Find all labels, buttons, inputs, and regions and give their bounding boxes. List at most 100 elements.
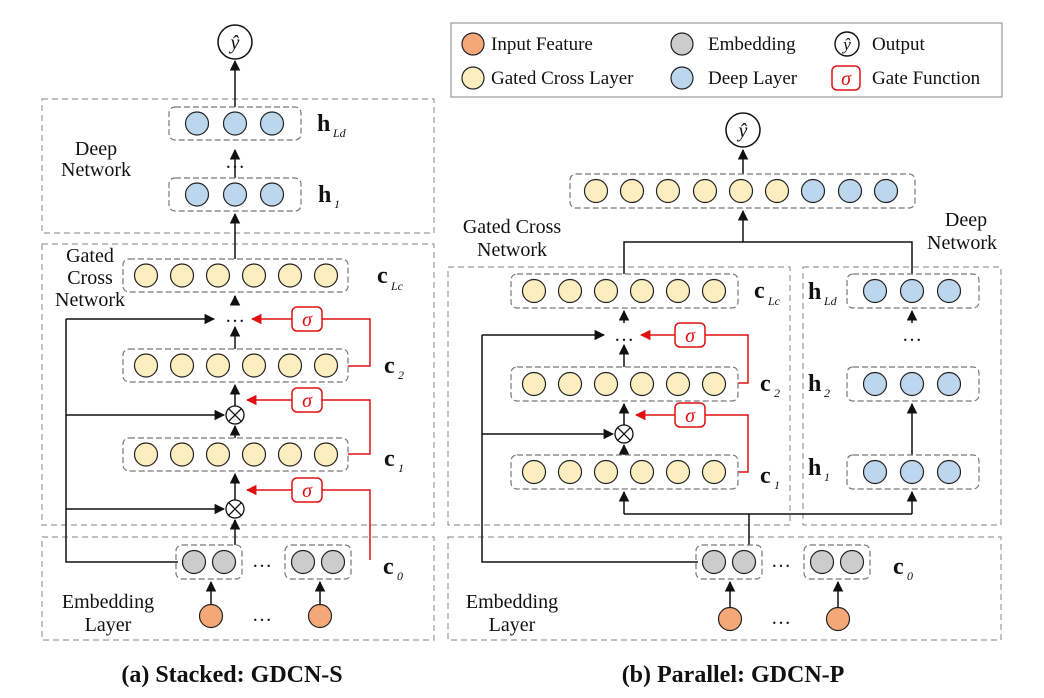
legend-gated-cross-swatch xyxy=(461,66,485,90)
label-c0-a: c xyxy=(383,554,394,580)
concat-layer-box-b xyxy=(569,173,916,209)
cross-layer-cLc-nodes-b xyxy=(521,278,727,304)
legend-output-label: Output xyxy=(872,34,926,55)
output-yhat-a: ŷ xyxy=(229,32,240,54)
embedding-layer-label-b-2: Layer xyxy=(489,614,536,636)
gated-cross-label-a-3: Network xyxy=(55,289,125,311)
label-h1-b: h xyxy=(808,455,821,481)
embedding-dots-a: … xyxy=(252,550,272,572)
gate-path-2-b xyxy=(705,334,749,384)
embedding-box-1-b xyxy=(695,544,763,580)
skip-connection-main-a xyxy=(65,319,178,563)
label-c0-b: c xyxy=(893,554,904,580)
embedding-section-a xyxy=(41,536,435,641)
label-h2-b: h xyxy=(808,371,821,397)
label-cLc-a: c xyxy=(377,263,388,289)
label-c2-a: c xyxy=(384,353,395,379)
caption-a: (a) Stacked: GDCN-S xyxy=(121,662,342,688)
label-c1-sub-b: 1 xyxy=(774,478,780,492)
cross-layer-c1-nodes-a xyxy=(133,442,339,467)
cross-layer-cLc-nodes-a xyxy=(133,263,339,288)
label-h1-sub-b: 1 xyxy=(824,470,830,484)
output-node-a xyxy=(217,24,253,60)
deep-dots-b: … xyxy=(902,324,922,346)
deep-layer-h1-nodes-a xyxy=(184,182,285,207)
deep-layer-h1-box-a xyxy=(168,177,302,212)
label-c2-sub-a: 2 xyxy=(398,368,404,382)
input-dots-b: … xyxy=(771,607,791,629)
concat-layer-nodes-b xyxy=(583,178,899,204)
label-h1-a: h xyxy=(318,182,331,208)
label-h2-sub-b: 2 xyxy=(824,386,830,400)
merge-line-b xyxy=(623,241,913,274)
embedding-node-b3 xyxy=(809,549,835,575)
deep-network-label-b-1: Deep xyxy=(945,209,987,231)
label-cLc-b: c xyxy=(754,278,765,304)
cross-layer-c1-box-b xyxy=(510,454,739,490)
gate-path-1-a xyxy=(322,489,371,560)
legend-gate-label: Gate Function xyxy=(872,68,981,89)
legend-input-feature-label: Input Feature xyxy=(491,34,593,55)
deep-network-label-b-2: Network xyxy=(927,232,997,254)
gate-path-2-a xyxy=(322,399,371,455)
embedding-box-2-b xyxy=(803,544,871,580)
legend: Input Feature Embedding ŷ Output Gated C… xyxy=(450,22,1003,98)
gate-sigma-1-b: σ xyxy=(685,405,696,427)
input-feature-node-b2 xyxy=(825,606,851,632)
cross-dots-b: … xyxy=(614,324,634,346)
label-hLd-sub-b: Ld xyxy=(823,294,838,308)
gated-cross-label-a-2: Cross xyxy=(67,267,113,289)
label-hLd-b: h xyxy=(808,279,821,305)
embedding-node-a4 xyxy=(320,549,346,575)
embedding-node-a1 xyxy=(181,549,207,575)
cross-dots-a: … xyxy=(225,305,245,327)
legend-box xyxy=(450,22,1003,98)
gate-sigma-2-a: σ xyxy=(302,390,313,412)
embedding-box-1-a xyxy=(175,544,243,580)
gate-sigma-1-a: σ xyxy=(302,480,313,502)
label-cLc-sub-a: Lc xyxy=(390,279,404,293)
deep-layer-h2-box-b xyxy=(846,366,980,402)
legend-output-swatch xyxy=(834,31,860,57)
deep-layer-h1-nodes-b xyxy=(862,459,962,485)
output-node-b xyxy=(725,112,761,148)
label-hLd-sub-a: Ld xyxy=(332,126,347,140)
input-feature-node-a2 xyxy=(307,603,333,629)
input-feature-node-b1 xyxy=(717,606,743,632)
cross-layer-cLc-box-b xyxy=(510,273,739,309)
embedding-node-a3 xyxy=(290,549,316,575)
gate-path-3-a xyxy=(322,318,371,367)
label-h1-sub-a: 1 xyxy=(334,197,340,211)
caption-b: (b) Parallel: GDCN-P xyxy=(622,662,845,688)
legend-input-feature-swatch xyxy=(461,32,485,56)
deep-layer-hLd-nodes-b xyxy=(862,278,962,304)
embedding-node-a2 xyxy=(211,549,237,575)
gate-path-1-b xyxy=(705,414,749,473)
legend-output-yhat: ŷ xyxy=(841,35,851,54)
label-c1-b: c xyxy=(760,463,771,489)
legend-deep-layer-swatch xyxy=(670,66,694,90)
label-c2-b: c xyxy=(760,371,771,397)
label-c1-sub-a: 1 xyxy=(398,461,404,475)
embedding-section-b xyxy=(447,536,1002,641)
legend-gate-sigma: σ xyxy=(841,68,852,90)
deep-layer-h1-box-b xyxy=(846,454,980,490)
label-hLd-a: h xyxy=(317,111,330,137)
input-dots-a: … xyxy=(252,604,272,626)
gated-cross-label-a-1: Gated xyxy=(66,245,114,267)
deep-layer-h2-nodes-b xyxy=(862,371,962,397)
gated-cross-section-b xyxy=(447,266,791,526)
output-yhat-b: ŷ xyxy=(737,120,748,142)
legend-gated-cross-label: Gated Cross Layer xyxy=(491,68,634,89)
label-c0-sub-a: 0 xyxy=(397,569,403,583)
gate-sigma-3-a: σ xyxy=(302,309,313,331)
panel-b: ŷ Gated Cross Network Deep Network xyxy=(447,112,1002,688)
legend-embedding-label: Embedding xyxy=(708,34,796,55)
embedding-dots-b: … xyxy=(771,550,791,572)
embedding-box-2-a xyxy=(284,544,352,580)
embedding-node-b4 xyxy=(839,549,865,575)
embedding-node-b2 xyxy=(731,549,757,575)
deep-layer-hLd-box-b xyxy=(846,273,980,309)
embedding-layer-label-a-2: Layer xyxy=(85,614,132,636)
deep-network-label-a-1: Deep xyxy=(75,138,117,160)
